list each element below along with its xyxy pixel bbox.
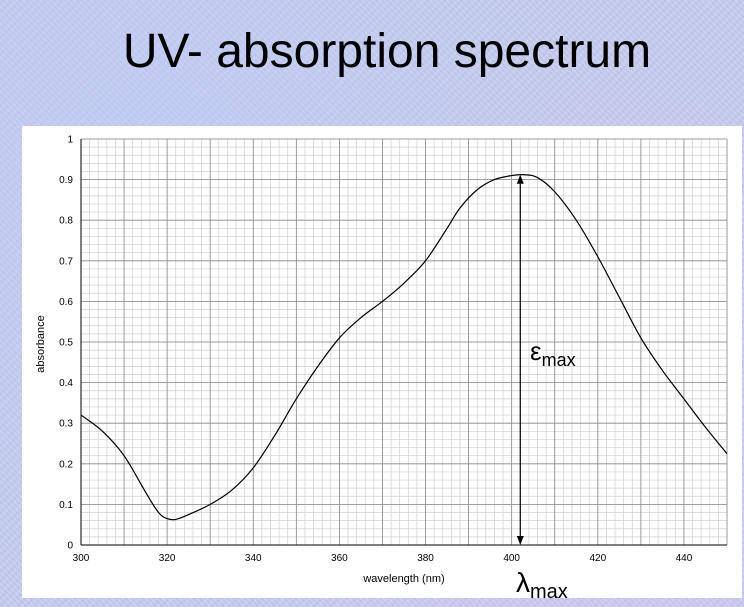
y-tick-label: 0.9 [59, 175, 73, 186]
epsilon-max-arrow [516, 174, 524, 545]
x-tick-label: 300 [73, 553, 90, 564]
y-tick-label: 1 [67, 135, 73, 146]
y-tick-label: 0.3 [59, 419, 73, 430]
lambda-symbol: λ [516, 567, 530, 598]
x-tick-label: 320 [159, 553, 176, 564]
x-tick-label: 360 [331, 553, 348, 564]
slide-title: UV- absorption spectrum [122, 25, 652, 78]
x-tick-label: 340 [245, 553, 262, 564]
x-tick-label: 400 [503, 553, 520, 564]
y-tick-label: 0.2 [59, 459, 73, 470]
epsilon-max-label: εmax [530, 336, 576, 370]
lambda-subscript: max [530, 581, 568, 598]
y-tick-label: 0.1 [59, 500, 73, 511]
y-tick-label: 0.4 [59, 378, 73, 389]
epsilon-subscript: max [542, 350, 576, 370]
major-gridlines [80, 138, 728, 546]
y-tick-label: 0 [67, 541, 73, 552]
x-tick-label: 440 [676, 553, 693, 564]
arrow-head-top [516, 174, 524, 184]
uv-spectrum-chart: 00.10.20.30.40.50.60.70.80.91 300 320 340 3… [35, 135, 728, 598]
chart-axes [80, 139, 727, 546]
epsilon-symbol: ε [530, 336, 542, 366]
y-axis-title: absorbance [35, 315, 47, 373]
x-tick-label: 380 [417, 553, 434, 564]
y-tick-label: 0.6 [59, 297, 73, 308]
arrow-head-bottom [516, 536, 524, 545]
y-tick-label: 0.7 [59, 256, 73, 267]
lambda-max-label: λmax [516, 567, 568, 598]
x-tick-label: 420 [589, 553, 606, 564]
x-tick-labels: 300 320 340 360 380 400 420 440 [73, 553, 693, 564]
absorbance-series-line [80, 173, 728, 521]
y-tick-label: 0.8 [59, 216, 73, 227]
chart-panel [22, 126, 742, 598]
y-tick-label: 0.5 [59, 338, 73, 349]
y-tick-labels: 0 0.1 0.2 0.3 0.4 0.5 0.6 0.7 0.8 0.9 1 [59, 135, 73, 552]
x-axis-title: wavelength (nm) [362, 573, 444, 585]
